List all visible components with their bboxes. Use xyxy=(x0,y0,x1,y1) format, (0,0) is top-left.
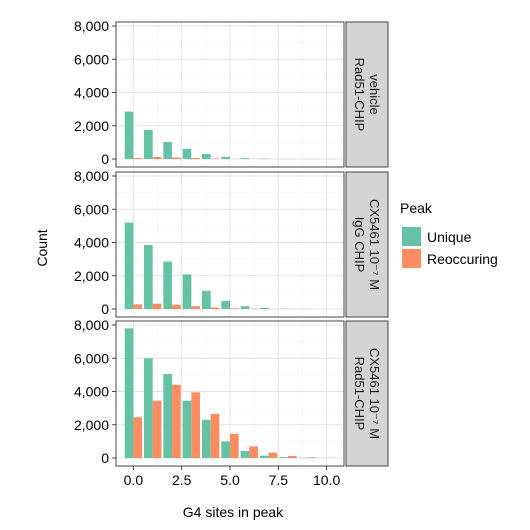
y-tick-label: 6,000 xyxy=(74,201,109,217)
y-axis-label: Count xyxy=(34,229,50,266)
bar-unique-x6 xyxy=(241,306,250,309)
legend: Unique Reoccuring xyxy=(402,227,498,268)
x-tick-label: 2.5 xyxy=(172,472,192,488)
facet-strip-label: Rad51-CHIP xyxy=(352,58,367,132)
y-tick-label: 0 xyxy=(101,151,109,167)
bar-unique-x5 xyxy=(221,157,230,159)
bar-reoccuring-x1 xyxy=(153,401,162,458)
bar-reoccuring-x8 xyxy=(288,456,297,458)
bar-reoccuring-x6 xyxy=(249,446,258,458)
bar-reoccuring-x4 xyxy=(211,308,220,309)
bar-reoccuring-x9 xyxy=(307,457,316,458)
facet-panel-3: 0 2,000 4,000 6,000 8,000 Rad51-CHIP CX5461 10… xyxy=(74,317,388,488)
legend-swatch-reoccuring xyxy=(402,249,421,268)
facet-strip-label: Rad51-CHIP xyxy=(352,357,367,431)
bar-unique-x4 xyxy=(202,291,211,309)
y-tick-label: 8,000 xyxy=(74,18,109,34)
bar-reoccuring-x3 xyxy=(191,158,200,159)
x-tick-label: 0.0 xyxy=(124,472,144,488)
bar-reoccuring-x2 xyxy=(172,305,181,309)
bar-reoccuring-x2 xyxy=(172,158,181,159)
y-tick-label: 2,000 xyxy=(74,268,109,284)
bar-unique-x2 xyxy=(163,374,172,458)
y-tick-label: 6,000 xyxy=(74,51,109,67)
bar-reoccuring-x7 xyxy=(269,453,278,458)
y-tick-label: 4,000 xyxy=(74,85,109,101)
bar-unique-x4 xyxy=(202,420,211,458)
bar-unique-x3 xyxy=(183,274,192,309)
bar-unique-x1 xyxy=(144,358,153,458)
legend-label-unique: Unique xyxy=(427,229,472,245)
bar-unique-x7 xyxy=(260,308,269,309)
y-tick-label: 4,000 xyxy=(74,384,109,400)
bar-unique-x1 xyxy=(144,245,153,309)
bar-unique-x6 xyxy=(241,158,250,159)
bar-reoccuring-x1 xyxy=(153,304,162,309)
bar-unique-x7 xyxy=(260,456,269,458)
y-tick-label: 6,000 xyxy=(74,350,109,366)
bar-reoccuring-x0 xyxy=(133,304,142,309)
bar-reoccuring-x0 xyxy=(133,158,142,159)
bar-unique-x3 xyxy=(183,401,192,458)
bar-reoccuring-x2 xyxy=(172,385,181,458)
x-tick-label: 10.0 xyxy=(313,472,340,488)
bar-reoccuring-x5 xyxy=(230,308,239,309)
bar-unique-x0 xyxy=(125,112,134,159)
bar-reoccuring-x0 xyxy=(133,417,142,458)
facet-panel-1: 0 2,000 4,000 6,000 8,000 Rad51-CHIP vehicle xyxy=(74,18,388,167)
bar-reoccuring-x4 xyxy=(211,414,220,458)
x-tick-label: 5.0 xyxy=(220,472,240,488)
legend-label-reoccuring: Reoccuring xyxy=(427,251,498,267)
legend-title: Peak xyxy=(400,200,433,216)
bar-reoccuring-x3 xyxy=(191,306,200,309)
facet-panel-2: 0 2,000 4,000 6,000 8,000 IgG CHIP CX5461 10⁻⁷… xyxy=(74,168,388,317)
y-tick-label: 2,000 xyxy=(74,118,109,134)
bar-unique-x0 xyxy=(125,223,134,309)
bar-reoccuring-x5 xyxy=(230,434,239,458)
legend-swatch-unique xyxy=(402,227,421,246)
bar-unique-x5 xyxy=(221,441,230,458)
bar-unique-x3 xyxy=(183,149,192,159)
bar-unique-x2 xyxy=(163,262,172,309)
y-tick-label: 0 xyxy=(101,301,109,317)
bar-unique-x1 xyxy=(144,130,153,159)
y-tick-label: 2,000 xyxy=(74,417,109,433)
x-tick-label: 7.5 xyxy=(269,472,289,488)
bar-unique-x4 xyxy=(202,154,211,159)
bar-unique-x8 xyxy=(279,457,288,458)
bar-unique-x5 xyxy=(221,301,230,309)
y-tick-label: 8,000 xyxy=(74,168,109,184)
facet-strip-label: vehicle xyxy=(367,74,382,114)
x-axis-label: G4 sites in peak xyxy=(183,504,284,520)
y-tick-label: 4,000 xyxy=(74,235,109,251)
y-tick-label: 0 xyxy=(101,450,109,466)
bar-reoccuring-x1 xyxy=(153,157,162,159)
bar-unique-x0 xyxy=(125,328,134,458)
bar-unique-x6 xyxy=(241,451,250,458)
bar-unique-x2 xyxy=(163,142,172,159)
y-tick-label: 8,000 xyxy=(74,317,109,333)
bar-reoccuring-x3 xyxy=(191,392,200,458)
facet-strip-label: IgG CHIP xyxy=(352,217,367,273)
facet-strip-label: CX5461 10⁻⁷ M xyxy=(367,348,382,439)
facet-strip-label: CX5461 10⁻⁷ M xyxy=(367,199,382,290)
